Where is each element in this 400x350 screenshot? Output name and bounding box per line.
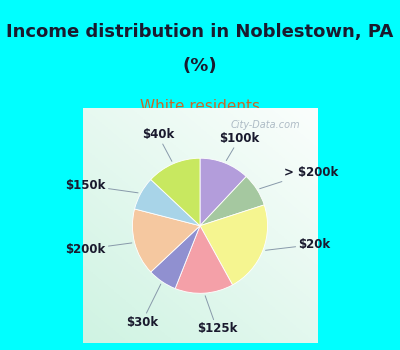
Text: $20k: $20k — [266, 238, 330, 251]
Text: $40k: $40k — [142, 128, 174, 161]
Wedge shape — [134, 180, 200, 226]
Text: White residents: White residents — [140, 99, 260, 114]
Text: > $200k: > $200k — [260, 166, 338, 189]
Wedge shape — [132, 209, 200, 272]
Wedge shape — [151, 226, 200, 288]
Text: (%): (%) — [183, 57, 217, 75]
Text: $125k: $125k — [197, 296, 237, 335]
Text: City-Data.com: City-Data.com — [231, 120, 300, 130]
Wedge shape — [200, 176, 264, 226]
Wedge shape — [175, 226, 232, 293]
Text: $100k: $100k — [219, 132, 260, 161]
Wedge shape — [151, 158, 200, 226]
Wedge shape — [200, 205, 268, 285]
Text: $150k: $150k — [65, 179, 138, 193]
Text: $200k: $200k — [66, 243, 132, 256]
Text: Income distribution in Noblestown, PA: Income distribution in Noblestown, PA — [6, 23, 394, 41]
Text: $30k: $30k — [126, 284, 161, 329]
Wedge shape — [200, 158, 246, 226]
